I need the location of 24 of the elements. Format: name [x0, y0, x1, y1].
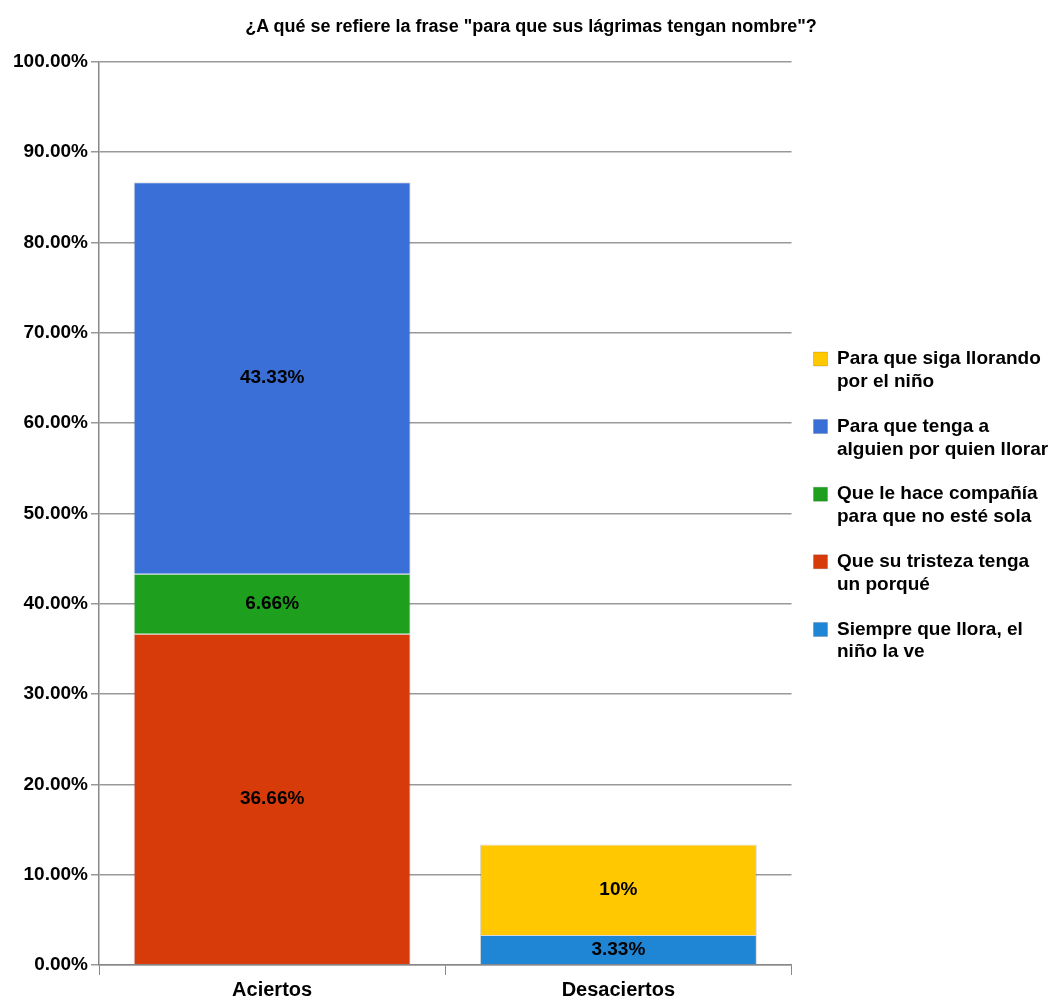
y-tick-label: 10.00% [23, 862, 89, 884]
y-tick-label: 90.00% [23, 140, 89, 162]
y-tick-label: 40.00% [23, 591, 89, 613]
chart-title: ¿A qué se refiere la frase "para que sus lágrimas tengan nombre"? [245, 15, 817, 36]
legend-label: Siempre que llora, el niño la ve [837, 617, 1023, 662]
data-label: 36.66% [239, 787, 305, 809]
legend-label: Para que siga llorando por el niño [837, 347, 1041, 392]
x-tick-label: Desaciertos [561, 977, 676, 1000]
y-tick-label: 50.00% [23, 501, 89, 523]
y-tick-label: 70.00% [23, 320, 89, 342]
y-tick-label: 30.00% [23, 682, 89, 704]
y-tick-label: 20.00% [23, 772, 89, 794]
y-tick-label: 60.00% [23, 411, 89, 433]
legend-label: Para que tenga a alguien por quien llorar [837, 414, 1049, 459]
data-label: 10% [599, 877, 638, 899]
y-tick-label: 100.00% [12, 49, 89, 71]
legend-label: Que su tristeza tenga un porqué [837, 550, 1030, 594]
y-tick-label: 0.00% [34, 953, 89, 975]
data-label: 43.33% [239, 366, 305, 388]
data-label: 6.66% [245, 591, 300, 613]
y-tick-label: 80.00% [23, 230, 89, 252]
data-label: 3.33% [591, 937, 646, 959]
x-tick-label: Aciertos [232, 977, 313, 1000]
legend-label: Que le hace compañía para que no esté sola [837, 482, 1039, 527]
